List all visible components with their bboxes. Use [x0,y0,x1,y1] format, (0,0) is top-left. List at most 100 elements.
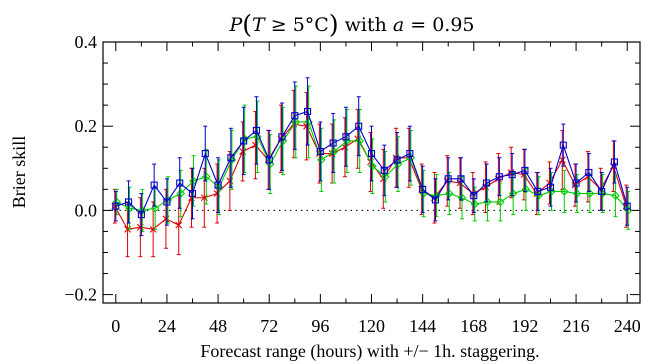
data-point-square [380,166,388,174]
data-point-square [470,192,478,200]
data-point-square [419,185,427,193]
data-point-square [291,112,299,120]
data-point-diamond [189,176,198,186]
data-point-diamond [496,197,505,207]
data-point-diamond [521,185,531,194]
data-point-diamond [457,193,467,203]
series-line [115,110,628,216]
data-point-square [137,211,145,219]
y-tick-labels: −0.2 0.0 0.2 0.4 [64,32,97,305]
data-point-diamond [202,172,211,181]
data-point-x [175,221,183,229]
data-point-diamond [611,191,620,200]
data-point-diamond [176,189,185,198]
data-point-square [598,187,606,195]
data-point-square [444,175,452,183]
data-point-square [367,150,376,158]
data-point-square [495,173,503,181]
data-point-square [483,179,491,187]
data-point-square [342,133,350,141]
data-point-diamond [355,136,364,146]
data-point-diamond [585,189,595,198]
x-tick-label: 168 [460,316,487,336]
x-tick-label: 0 [111,316,120,336]
data-point-square [585,168,593,177]
x-tick-label: 240 [614,316,641,336]
data-point-square [240,137,248,145]
data-point-square [457,175,465,183]
y-axis-label: Brier skill [9,136,29,209]
x-tick-label: 48 [209,316,227,336]
series-layer [111,77,633,258]
series-square [112,77,631,237]
data-point-square [214,181,222,189]
data-point-square [125,198,133,206]
data-point-square [188,189,197,198]
data-point-x [558,156,566,164]
x-tick-label: 24 [158,316,176,336]
data-point-square [521,166,529,174]
data-point-square [508,171,516,179]
data-point-square [559,141,567,149]
data-point-square [201,150,209,158]
data-point-square [227,154,235,162]
data-point-square [316,147,324,156]
x-tick-label: 216 [563,316,590,336]
data-point-diamond [125,204,134,213]
y-tick-label: 0.2 [75,116,98,136]
data-point-diamond [253,132,262,141]
x-tick-labels: 0 24 48 72 96 120 144 168 192 216 240 [111,316,640,336]
data-point-diamond [329,147,339,156]
title-with: with [339,14,393,36]
data-point-diamond [560,187,569,196]
data-point-square [623,202,631,210]
data-point-square [304,107,312,116]
data-point-diamond [470,199,480,209]
series-line [116,121,629,211]
data-point-diamond [483,197,492,207]
data-point-square [150,181,158,189]
title-close-paren: ) [329,10,339,39]
x-tick-label: 72 [260,316,278,336]
data-point-square [534,187,542,195]
title-p: P [228,14,243,36]
data-point-diamond [150,204,160,213]
data-point-square [572,179,580,187]
chart-title: P(T ≥ 5°C) with a = 0.95 [228,10,474,39]
title-open-paren: ( [242,10,252,39]
data-point-square [329,139,337,147]
title-relation: ≥ 5°C [265,14,329,36]
data-point-square [610,158,618,166]
x-tick-label: 192 [511,316,538,336]
data-point-square [355,122,363,130]
x-axis-label: Forecast range (hours) with +/− 1h. stag… [200,341,539,362]
y-ticks [103,41,640,296]
title-t: T [252,14,266,36]
data-point-square [406,150,414,158]
data-point-diamond [291,117,301,127]
data-point-square [112,202,120,210]
data-point-square [431,196,439,204]
y-tick-label: 0.0 [75,200,98,220]
data-point-diamond [444,189,454,198]
y-tick-label: 0.4 [75,32,98,52]
x-tick-label: 96 [311,316,329,336]
data-point-square [163,198,171,206]
data-point-square [546,183,555,191]
y-tick-label: −0.2 [64,285,97,305]
data-point-diamond [317,155,326,165]
x-ticks [115,42,628,303]
data-point-diamond [138,206,147,215]
x-tick-label: 120 [358,316,385,336]
data-point-square [176,179,184,187]
x-tick-label: 144 [409,316,436,336]
data-point-square [278,133,286,141]
data-point-diamond [381,172,390,181]
title-eq: = 0.95 [404,14,474,36]
data-point-diamond [368,161,377,171]
data-point-diamond [508,189,518,198]
data-point-diamond [572,189,582,198]
series-diamond [112,85,633,232]
data-point-square [252,126,260,134]
